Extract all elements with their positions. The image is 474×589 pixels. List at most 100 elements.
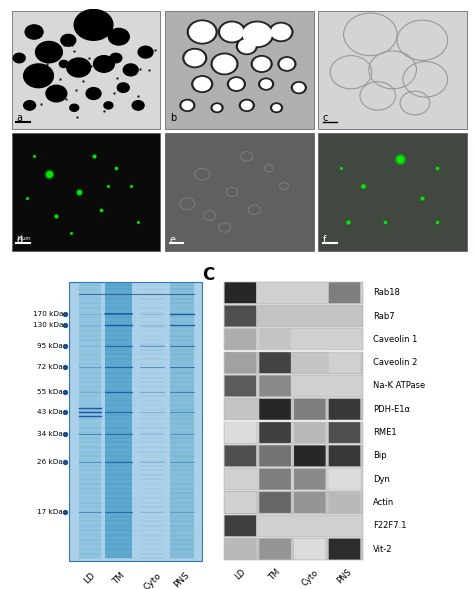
- Circle shape: [132, 101, 144, 110]
- Text: Vit-2: Vit-2: [374, 545, 393, 554]
- Text: b: b: [170, 113, 176, 123]
- FancyBboxPatch shape: [294, 399, 326, 420]
- Bar: [224, 352, 363, 373]
- Text: LD: LD: [82, 571, 97, 585]
- Circle shape: [242, 101, 252, 110]
- Text: LD: LD: [233, 568, 247, 582]
- FancyBboxPatch shape: [225, 376, 256, 396]
- Circle shape: [59, 61, 68, 68]
- Circle shape: [219, 21, 246, 42]
- Bar: [165, 11, 314, 129]
- Circle shape: [251, 55, 272, 72]
- Circle shape: [138, 46, 153, 58]
- Text: 72 kDa: 72 kDa: [37, 364, 63, 370]
- Circle shape: [243, 23, 271, 45]
- Circle shape: [180, 100, 195, 111]
- FancyBboxPatch shape: [294, 329, 326, 350]
- FancyBboxPatch shape: [329, 399, 360, 420]
- FancyBboxPatch shape: [259, 376, 291, 396]
- Circle shape: [67, 58, 91, 77]
- Circle shape: [213, 105, 221, 111]
- FancyBboxPatch shape: [294, 422, 326, 443]
- Circle shape: [271, 103, 283, 112]
- Circle shape: [109, 28, 129, 45]
- Text: 17 kDa: 17 kDa: [37, 509, 63, 515]
- Text: Rab7: Rab7: [374, 312, 395, 320]
- Bar: [224, 328, 363, 350]
- Circle shape: [261, 80, 271, 88]
- Circle shape: [192, 76, 213, 92]
- Bar: [12, 11, 160, 129]
- Text: Bip: Bip: [374, 451, 387, 461]
- Circle shape: [104, 102, 113, 109]
- Text: 130 kDa: 130 kDa: [33, 322, 63, 328]
- Text: Dyn: Dyn: [374, 475, 390, 484]
- FancyBboxPatch shape: [259, 399, 291, 420]
- Bar: [224, 445, 363, 467]
- Bar: [12, 133, 160, 251]
- Circle shape: [271, 24, 291, 39]
- Circle shape: [86, 88, 101, 100]
- FancyBboxPatch shape: [294, 445, 326, 466]
- Text: F22F7.1: F22F7.1: [374, 521, 407, 530]
- Circle shape: [254, 58, 270, 71]
- FancyBboxPatch shape: [225, 492, 256, 513]
- FancyBboxPatch shape: [225, 329, 256, 350]
- Circle shape: [190, 22, 215, 42]
- Circle shape: [238, 39, 255, 52]
- Bar: [224, 515, 363, 537]
- Bar: [69, 282, 202, 561]
- FancyBboxPatch shape: [225, 422, 256, 443]
- Text: a: a: [17, 113, 22, 123]
- FancyBboxPatch shape: [294, 469, 326, 489]
- FancyBboxPatch shape: [329, 352, 360, 373]
- Circle shape: [93, 55, 114, 72]
- Text: Cyto: Cyto: [142, 571, 163, 589]
- FancyBboxPatch shape: [329, 492, 360, 513]
- Text: PNS: PNS: [173, 571, 191, 589]
- Circle shape: [187, 20, 217, 44]
- FancyBboxPatch shape: [225, 399, 256, 420]
- Text: 170 kDa: 170 kDa: [33, 311, 63, 317]
- FancyBboxPatch shape: [259, 329, 291, 350]
- Text: 95 kDa: 95 kDa: [37, 343, 63, 349]
- FancyBboxPatch shape: [259, 352, 291, 373]
- FancyBboxPatch shape: [294, 492, 326, 513]
- Circle shape: [36, 41, 62, 63]
- Bar: [165, 133, 314, 251]
- Bar: [224, 491, 363, 514]
- FancyBboxPatch shape: [225, 306, 256, 326]
- Bar: [224, 375, 363, 397]
- Bar: [170, 283, 194, 558]
- Bar: [224, 305, 363, 327]
- Bar: [140, 283, 164, 558]
- Circle shape: [25, 25, 43, 39]
- Circle shape: [221, 23, 243, 41]
- Text: RME1: RME1: [374, 428, 397, 437]
- Bar: [319, 133, 467, 251]
- Circle shape: [280, 59, 293, 70]
- FancyBboxPatch shape: [259, 539, 291, 560]
- FancyBboxPatch shape: [329, 469, 360, 489]
- Text: PNS: PNS: [336, 568, 354, 586]
- Circle shape: [269, 22, 293, 41]
- Text: f: f: [323, 235, 326, 245]
- Text: Caveolin 1: Caveolin 1: [374, 335, 418, 344]
- Circle shape: [278, 57, 296, 71]
- Bar: [319, 11, 467, 129]
- Circle shape: [241, 21, 273, 47]
- Text: Actin: Actin: [374, 498, 394, 507]
- Circle shape: [213, 55, 236, 73]
- Text: Caveolin 2: Caveolin 2: [374, 358, 418, 367]
- Circle shape: [228, 77, 246, 91]
- Text: 26 kDa: 26 kDa: [37, 459, 63, 465]
- Bar: [79, 283, 100, 558]
- FancyBboxPatch shape: [225, 352, 256, 373]
- Circle shape: [211, 53, 238, 75]
- Circle shape: [46, 85, 67, 102]
- Circle shape: [61, 34, 76, 46]
- Text: PDH-E1α: PDH-E1α: [374, 405, 410, 413]
- Circle shape: [194, 78, 210, 91]
- Text: Na-K ATPase: Na-K ATPase: [374, 382, 426, 391]
- Circle shape: [292, 82, 306, 94]
